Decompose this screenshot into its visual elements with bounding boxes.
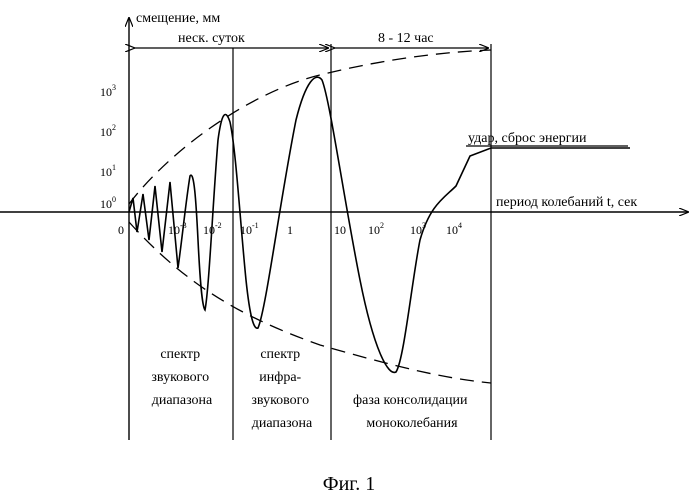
y-tick-label: 100: [100, 195, 116, 211]
x-tick-label: 102: [368, 221, 384, 237]
envelope-upper: [129, 50, 491, 204]
region-label-consolidation: фаза консолидации моноколебания: [353, 393, 471, 431]
x-tick-labels: 0 10-3 10-2 10-1 1 10 102 103 104: [118, 221, 462, 237]
y-tick-label: 101: [100, 163, 116, 179]
event-label: удар, сброс энергии: [468, 131, 587, 146]
y-tick-label: 102: [100, 123, 116, 139]
region-label-infrasound: спектр инфра- звукового диапазона: [251, 347, 313, 431]
x-tick-label: 10-1: [240, 221, 259, 237]
y-axis-label: смещение, мм: [136, 11, 220, 26]
x-tick-label: 1: [287, 223, 293, 237]
x-tick-label: 0: [118, 223, 124, 237]
x-tick-label: 104: [446, 221, 462, 237]
y-tick-labels: 103 102 101 100: [100, 83, 116, 211]
figure-caption: Фиг. 1: [323, 473, 375, 495]
duration-label-left: неск. суток: [178, 31, 245, 46]
x-axis-label: период колебаний t, сек: [496, 195, 637, 210]
region-label-sound: спектр звукового диапазона: [151, 347, 213, 408]
x-tick-label: 103: [410, 221, 426, 237]
x-tick-label: 10-2: [203, 221, 222, 237]
duration-label-right: 8 - 12 час: [378, 31, 434, 46]
x-tick-label: 10-3: [168, 221, 187, 237]
x-tick-label: 10: [334, 223, 346, 237]
y-tick-label: 103: [100, 83, 116, 99]
